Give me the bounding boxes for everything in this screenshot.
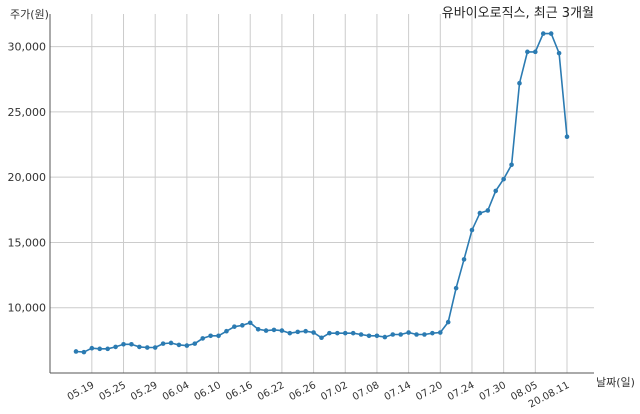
data-point <box>382 334 388 340</box>
y-tick-label: 25,000 <box>8 106 47 119</box>
data-point <box>192 341 198 346</box>
data-point <box>263 328 269 333</box>
data-point <box>137 344 142 350</box>
x-tick-label: 05.25 <box>97 380 127 403</box>
data-point <box>279 328 285 333</box>
x-tick-label: 07.30 <box>478 380 508 403</box>
data-point <box>335 330 340 336</box>
data-point <box>303 328 308 334</box>
grid-lines <box>50 14 594 373</box>
data-point <box>144 345 150 350</box>
y-tick-label: 15,000 <box>8 236 47 249</box>
x-tick-label: 06.10 <box>193 380 223 403</box>
y-tick-label: 20,000 <box>8 171 47 184</box>
data-point <box>485 208 491 213</box>
data-point <box>160 341 166 346</box>
data-point <box>184 343 190 348</box>
data-point <box>208 333 213 339</box>
data-point <box>295 329 301 335</box>
x-axis-title: 날짜(일) <box>596 375 635 389</box>
x-tick-label: 07.20 <box>414 380 444 403</box>
data-point <box>564 134 570 140</box>
price-line <box>75 32 568 353</box>
data-point <box>224 328 229 334</box>
data-point <box>469 227 475 233</box>
data-point <box>121 341 126 347</box>
data-point <box>73 349 79 354</box>
data-point <box>501 176 506 182</box>
x-tick-label: 06.04 <box>161 380 191 403</box>
data-point <box>255 326 261 332</box>
data-point <box>97 346 103 352</box>
data-point <box>453 285 459 291</box>
data-point <box>390 332 396 337</box>
data-point <box>366 333 372 339</box>
data-point <box>350 330 356 336</box>
data-point <box>168 340 174 346</box>
x-tick-label: 07.02 <box>319 380 349 403</box>
x-tick-label: 07.08 <box>351 380 381 403</box>
data-point <box>271 327 277 333</box>
data-point <box>152 345 158 350</box>
data-point <box>445 319 451 325</box>
y-tick-label: 30,000 <box>8 41 47 54</box>
price-series <box>73 31 570 355</box>
x-tick-label: 07.24 <box>446 380 476 403</box>
data-point <box>548 31 554 36</box>
data-point <box>113 344 118 350</box>
x-tick-label: 05.19 <box>66 380 96 403</box>
data-point <box>89 345 95 351</box>
data-point <box>493 188 499 194</box>
data-point <box>319 335 324 341</box>
y-tick-label: 10,000 <box>8 302 47 315</box>
y-tick-labels: 10,000 15,000 20,000 25,000 30,000 <box>8 41 47 315</box>
data-point <box>129 341 134 347</box>
data-point <box>430 330 435 336</box>
data-point <box>437 330 443 335</box>
data-point <box>525 49 530 55</box>
data-point <box>422 332 427 337</box>
data-point <box>247 320 253 326</box>
data-point <box>105 346 110 352</box>
data-point <box>327 330 332 336</box>
data-point <box>287 330 293 336</box>
x-tick-labels: 05.19 05.25 05.29 06.04 06.10 06.16 06.22 06.26… <box>66 380 572 411</box>
data-point <box>216 333 221 339</box>
data-point <box>311 330 316 335</box>
chart-title: 유바이오로직스, 최근 3개월 <box>442 6 594 21</box>
data-point <box>176 342 182 348</box>
data-point <box>556 50 562 56</box>
x-tick-label: 06.16 <box>224 380 254 403</box>
data-point <box>540 31 546 36</box>
data-point <box>200 336 206 341</box>
data-point <box>232 324 237 329</box>
data-point <box>509 162 514 168</box>
data-point <box>406 330 411 335</box>
data-point <box>517 80 522 86</box>
x-tick-label: 05.29 <box>129 380 159 403</box>
data-point <box>342 330 348 336</box>
data-point <box>358 332 364 337</box>
data-point <box>533 49 538 55</box>
data-point <box>477 210 483 216</box>
y-axis-title: 주가(원) <box>10 8 49 21</box>
x-tick-label: 06.22 <box>256 380 286 403</box>
data-point <box>374 333 380 339</box>
data-point <box>398 332 403 337</box>
data-point <box>461 257 467 262</box>
data-point <box>414 332 419 337</box>
data-point <box>81 349 87 355</box>
data-point <box>240 323 245 328</box>
x-tick-label: 06.26 <box>288 380 318 403</box>
x-tick-label: 07.14 <box>383 380 413 403</box>
axes <box>49 14 594 374</box>
